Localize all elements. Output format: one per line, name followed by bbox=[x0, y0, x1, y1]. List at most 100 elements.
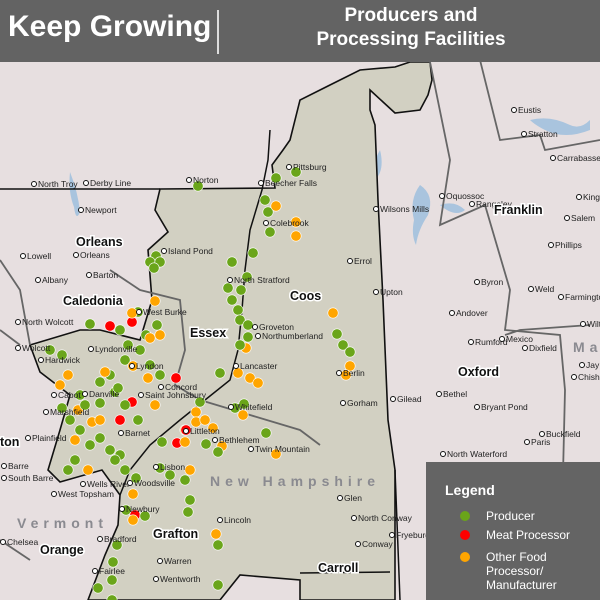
producer-marker[interactable] bbox=[232, 304, 244, 316]
producer-marker[interactable] bbox=[114, 324, 126, 336]
producer-marker[interactable] bbox=[238, 398, 250, 410]
other-food-processor-marker[interactable] bbox=[344, 360, 356, 372]
producer-marker[interactable] bbox=[139, 510, 151, 522]
producer-marker[interactable] bbox=[184, 494, 196, 506]
producer-marker[interactable] bbox=[212, 539, 224, 551]
producer-marker[interactable] bbox=[337, 339, 349, 351]
producer-marker[interactable] bbox=[164, 469, 176, 481]
producer-marker[interactable] bbox=[154, 369, 166, 381]
other-food-processor-marker[interactable] bbox=[82, 464, 94, 476]
producer-marker[interactable] bbox=[234, 339, 246, 351]
other-food-processor-marker[interactable] bbox=[327, 307, 339, 319]
producer-marker[interactable] bbox=[104, 444, 116, 456]
other-food-processor-marker[interactable] bbox=[94, 414, 106, 426]
other-food-processor-marker[interactable] bbox=[252, 377, 264, 389]
producer-marker[interactable] bbox=[235, 284, 247, 296]
producer-marker[interactable] bbox=[242, 331, 254, 343]
other-food-processor-marker[interactable] bbox=[290, 216, 302, 228]
producer-marker[interactable] bbox=[179, 474, 191, 486]
producer-marker[interactable] bbox=[62, 464, 74, 476]
other-food-processor-marker[interactable] bbox=[154, 329, 166, 341]
producer-marker[interactable] bbox=[92, 582, 104, 594]
producer-marker[interactable] bbox=[241, 271, 253, 283]
producer-marker[interactable] bbox=[130, 472, 142, 484]
producer-marker[interactable] bbox=[111, 539, 123, 551]
map-canvas[interactable]: North Troy Derby Line Norton Beecher Falls P… bbox=[0, 62, 600, 600]
producer-marker[interactable] bbox=[119, 354, 131, 366]
producer-marker[interactable] bbox=[94, 432, 106, 444]
other-food-processor-marker[interactable] bbox=[270, 448, 282, 460]
producer-marker[interactable] bbox=[194, 396, 206, 408]
other-food-processor-marker[interactable] bbox=[62, 369, 74, 381]
producer-marker[interactable] bbox=[331, 328, 343, 340]
producer-marker[interactable] bbox=[247, 247, 259, 259]
producer-marker[interactable] bbox=[56, 349, 68, 361]
producer-marker[interactable] bbox=[290, 166, 302, 178]
other-food-processor-marker[interactable] bbox=[142, 372, 154, 384]
other-food-processor-marker[interactable] bbox=[270, 200, 282, 212]
producer-marker[interactable] bbox=[106, 574, 118, 586]
producer-marker[interactable] bbox=[214, 367, 226, 379]
other-food-processor-marker[interactable] bbox=[126, 307, 138, 319]
producer-marker[interactable] bbox=[84, 439, 96, 451]
producer-marker[interactable] bbox=[122, 339, 134, 351]
producer-marker[interactable] bbox=[182, 506, 194, 518]
producer-marker[interactable] bbox=[259, 194, 271, 206]
meat-processor-marker[interactable] bbox=[104, 320, 116, 332]
other-food-processor-marker[interactable] bbox=[190, 406, 202, 418]
other-food-processor-marker[interactable] bbox=[237, 409, 249, 421]
producer-marker[interactable] bbox=[148, 262, 160, 274]
producer-marker[interactable] bbox=[212, 446, 224, 458]
producer-marker[interactable] bbox=[84, 318, 96, 330]
producer-marker[interactable] bbox=[192, 180, 204, 192]
producer-marker[interactable] bbox=[109, 454, 121, 466]
other-food-processor-marker[interactable] bbox=[54, 379, 66, 391]
other-food-processor-marker[interactable] bbox=[244, 372, 256, 384]
producer-marker[interactable] bbox=[212, 579, 224, 591]
other-food-processor-marker[interactable] bbox=[207, 422, 219, 434]
other-food-processor-marker[interactable] bbox=[149, 295, 161, 307]
producer-marker[interactable] bbox=[64, 414, 76, 426]
other-food-processor-marker[interactable] bbox=[179, 436, 191, 448]
other-food-processor-marker[interactable] bbox=[210, 528, 222, 540]
producer-marker[interactable] bbox=[69, 454, 81, 466]
producer-marker[interactable] bbox=[242, 319, 254, 331]
other-food-processor-marker[interactable] bbox=[149, 399, 161, 411]
producer-marker[interactable] bbox=[234, 314, 246, 326]
producer-marker[interactable] bbox=[119, 464, 131, 476]
other-food-processor-marker[interactable] bbox=[99, 366, 111, 378]
producer-marker[interactable] bbox=[74, 424, 86, 436]
producer-marker[interactable] bbox=[94, 397, 106, 409]
producer-marker[interactable] bbox=[144, 359, 156, 371]
other-food-processor-marker[interactable] bbox=[69, 434, 81, 446]
producer-marker[interactable] bbox=[270, 172, 282, 184]
meat-processor-marker[interactable] bbox=[170, 372, 182, 384]
producer-marker[interactable] bbox=[44, 344, 56, 356]
producer-marker[interactable] bbox=[262, 206, 274, 218]
meat-processor-marker[interactable] bbox=[114, 414, 126, 426]
producer-marker[interactable] bbox=[260, 427, 272, 439]
other-food-processor-marker[interactable] bbox=[199, 414, 211, 426]
other-food-processor-marker[interactable] bbox=[144, 332, 156, 344]
other-food-processor-marker[interactable] bbox=[127, 488, 139, 500]
other-food-processor-marker[interactable] bbox=[127, 514, 139, 526]
producer-marker[interactable] bbox=[112, 382, 124, 394]
other-food-processor-marker[interactable] bbox=[290, 230, 302, 242]
producer-marker[interactable] bbox=[156, 436, 168, 448]
producer-marker[interactable] bbox=[344, 346, 356, 358]
producer-marker[interactable] bbox=[226, 294, 238, 306]
other-food-processor-marker[interactable] bbox=[184, 464, 196, 476]
producer-marker[interactable] bbox=[134, 344, 146, 356]
producer-marker[interactable] bbox=[222, 282, 234, 294]
producer-marker[interactable] bbox=[107, 556, 119, 568]
producer-marker[interactable] bbox=[200, 438, 212, 450]
producer-marker[interactable] bbox=[56, 402, 68, 414]
producer-marker[interactable] bbox=[119, 399, 131, 411]
producer-marker[interactable] bbox=[79, 399, 91, 411]
producer-marker[interactable] bbox=[264, 226, 276, 238]
town-name: Twin Mountain bbox=[255, 444, 310, 454]
producer-marker[interactable] bbox=[94, 376, 106, 388]
producer-marker[interactable] bbox=[132, 414, 144, 426]
producer-marker[interactable] bbox=[226, 256, 238, 268]
producer-marker[interactable] bbox=[151, 319, 163, 331]
